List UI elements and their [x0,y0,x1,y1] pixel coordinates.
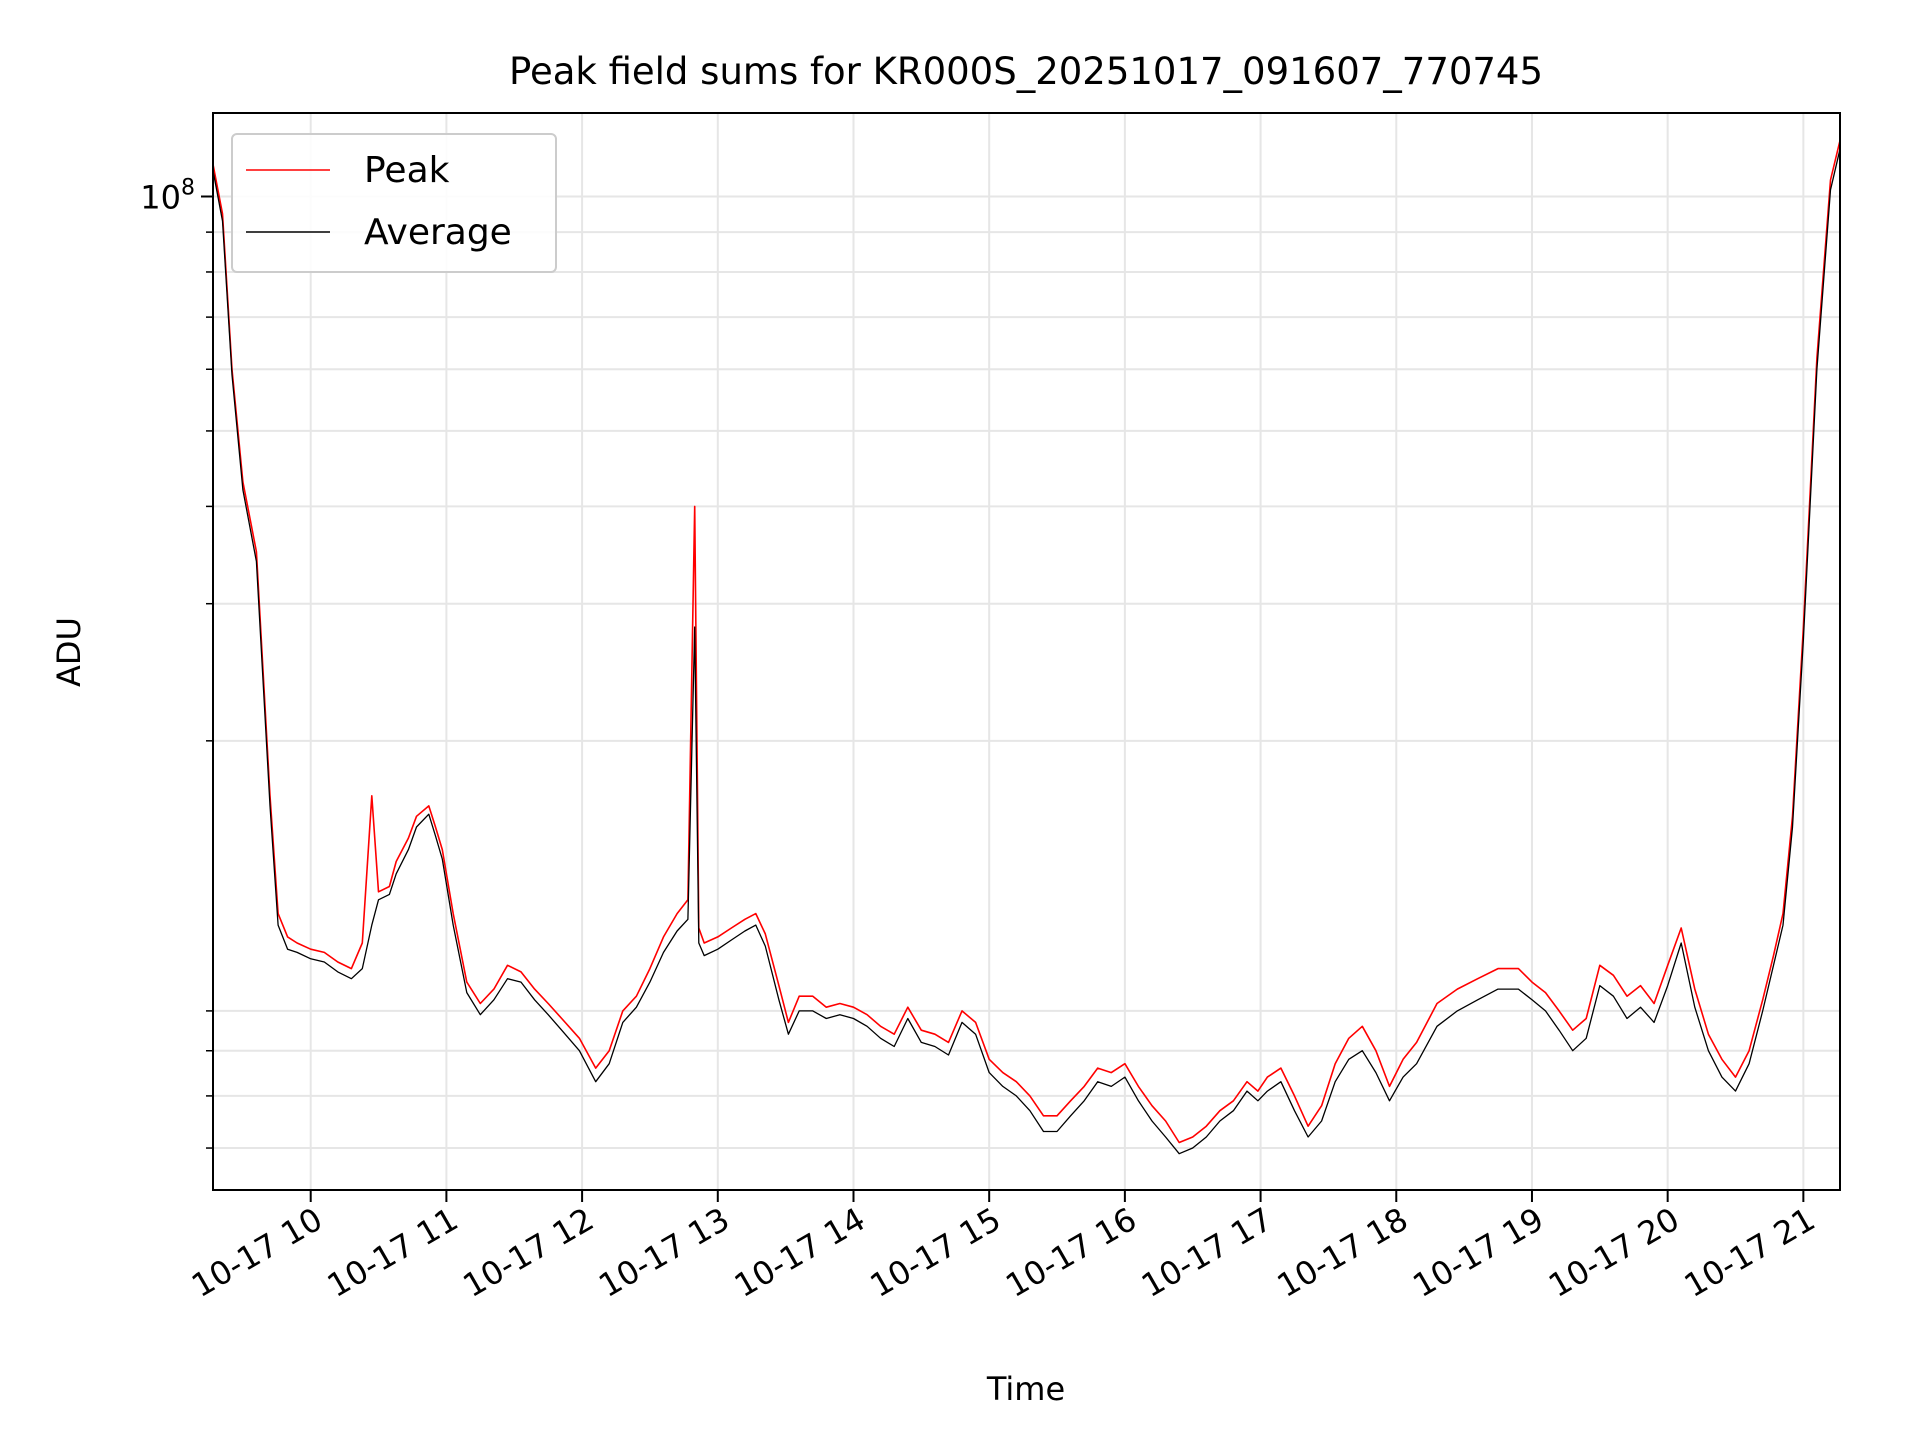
y-axis-label: ADU [50,617,88,687]
series-line-peak [212,140,1841,1144]
legend: Peak Average [231,133,557,273]
series-layer [212,140,1841,1155]
x-axis-label: Time [986,1370,1065,1408]
legend-label-peak: Peak [364,150,450,191]
chart-title: Peak field sums for KR000S_20251017_0916… [509,50,1543,93]
series-line-average [212,149,1841,1155]
grid-layer [213,113,1840,1190]
plot-frame [212,112,1841,1191]
legend-box [231,133,557,273]
y-tick-label: 108 [140,175,195,216]
legend-label-average: Average [364,212,512,253]
